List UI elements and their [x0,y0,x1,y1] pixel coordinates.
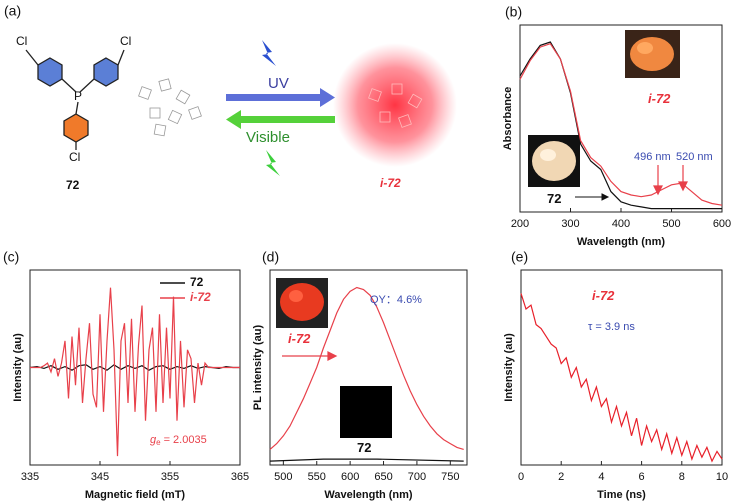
series-line [269,286,464,450]
inset-photo [625,30,680,78]
x-tick-label: 335 [21,471,39,483]
annotation: ge = 2.0035 [150,434,207,447]
x-tick-label: 700 [408,471,426,483]
arrow [226,110,335,129]
x-tick-label: 400 [612,218,630,230]
atom-label: P [74,89,82,103]
annotation-text: 520 nm [676,151,713,163]
y-axis-label: PL intensity (au) [252,324,264,410]
x-tick-label: 600 [713,218,731,230]
panel-label: (e) [511,249,528,265]
x-tick-label: 200 [511,218,529,230]
arrow-label: Visible [246,129,290,146]
inset-photo [340,386,392,438]
annotation: 496 nm [634,151,671,163]
panel-label: (b) [505,4,522,20]
annotation-text: τ = 3.9 ns [588,321,635,333]
x-axis-label: Time (ns) [597,489,646,501]
annotation-text: i-72 [288,331,311,346]
series-line [519,42,723,206]
annotation-text: i-72 [592,288,615,303]
y-axis-label: Absorbance [502,87,514,151]
annotation: 520 nm [676,151,713,163]
x-tick-label: 600 [341,471,359,483]
crystals [368,83,423,128]
crystals [138,78,202,137]
x-tick-label: 650 [374,471,392,483]
arrow [226,88,335,107]
annotation-text: i-72 [648,91,671,106]
panel-label: (a) [4,3,21,19]
annotation-text: = 2.0035 [164,434,207,446]
x-axis-label: Wavelength (nm) [324,489,413,501]
annotation: QY：4.6% [370,294,422,306]
x-tick-label: 2 [558,471,564,483]
annotation: τ = 3.9 ns [588,321,635,333]
annotation-text: 72 [357,440,371,455]
atom-label: Cl [69,150,80,164]
inset-photo [528,135,580,187]
y-axis-label: Intensity (au) [12,333,24,402]
x-tick-label: 500 [662,218,680,230]
inset-photo [276,278,328,328]
annotation: i-72 [288,331,311,346]
y-axis-label: Intensity (au) [503,333,515,402]
annotation-text: 496 nm [634,151,671,163]
panel-label: (d) [262,249,279,265]
annotation-subscript: e [156,438,161,447]
x-tick-label: 0 [518,471,524,483]
annotation: 72 [357,440,371,455]
annotation: 72 [547,191,561,206]
compound-label: i-72 [380,176,401,190]
bolt-icon [262,40,276,66]
x-tick-label: 6 [639,471,645,483]
molecule [25,49,125,150]
glow [333,43,457,167]
x-axis-label: Magnetic field (mT) [85,489,186,501]
annotation: i-72 [592,288,615,303]
x-tick-label: 365 [231,471,249,483]
arrow [575,193,610,201]
annotation: i-72 [648,91,671,106]
legend-label: 72 [190,275,204,289]
annotation-text: 72 [547,191,561,206]
plot-frame [520,269,723,466]
annotation-symbol: g [150,434,157,446]
plot-frame [269,269,468,466]
legend-label: i-72 [190,290,211,304]
series-line [519,41,722,210]
annotation-text: QY：4.6% [370,294,422,306]
x-tick-label: 355 [161,471,179,483]
arrow-label: UV [268,75,289,92]
x-tick-label: 500 [274,471,292,483]
x-axis-label: Wavelength (nm) [577,236,666,248]
x-tick-label: 550 [308,471,326,483]
series-line [30,287,240,457]
x-tick-label: 345 [91,471,109,483]
atom-label: Cl [16,34,27,48]
x-tick-label: 10 [716,471,728,483]
x-tick-label: 4 [598,471,604,483]
compound-label: 72 [66,178,80,192]
series-line [520,293,723,463]
atom-label: Cl [120,34,131,48]
x-tick-label: 750 [441,471,459,483]
bolt-icon [266,150,280,176]
x-tick-label: 300 [561,218,579,230]
x-tick-label: 8 [679,471,685,483]
series-line [269,458,464,462]
panel-label: (c) [3,249,19,265]
